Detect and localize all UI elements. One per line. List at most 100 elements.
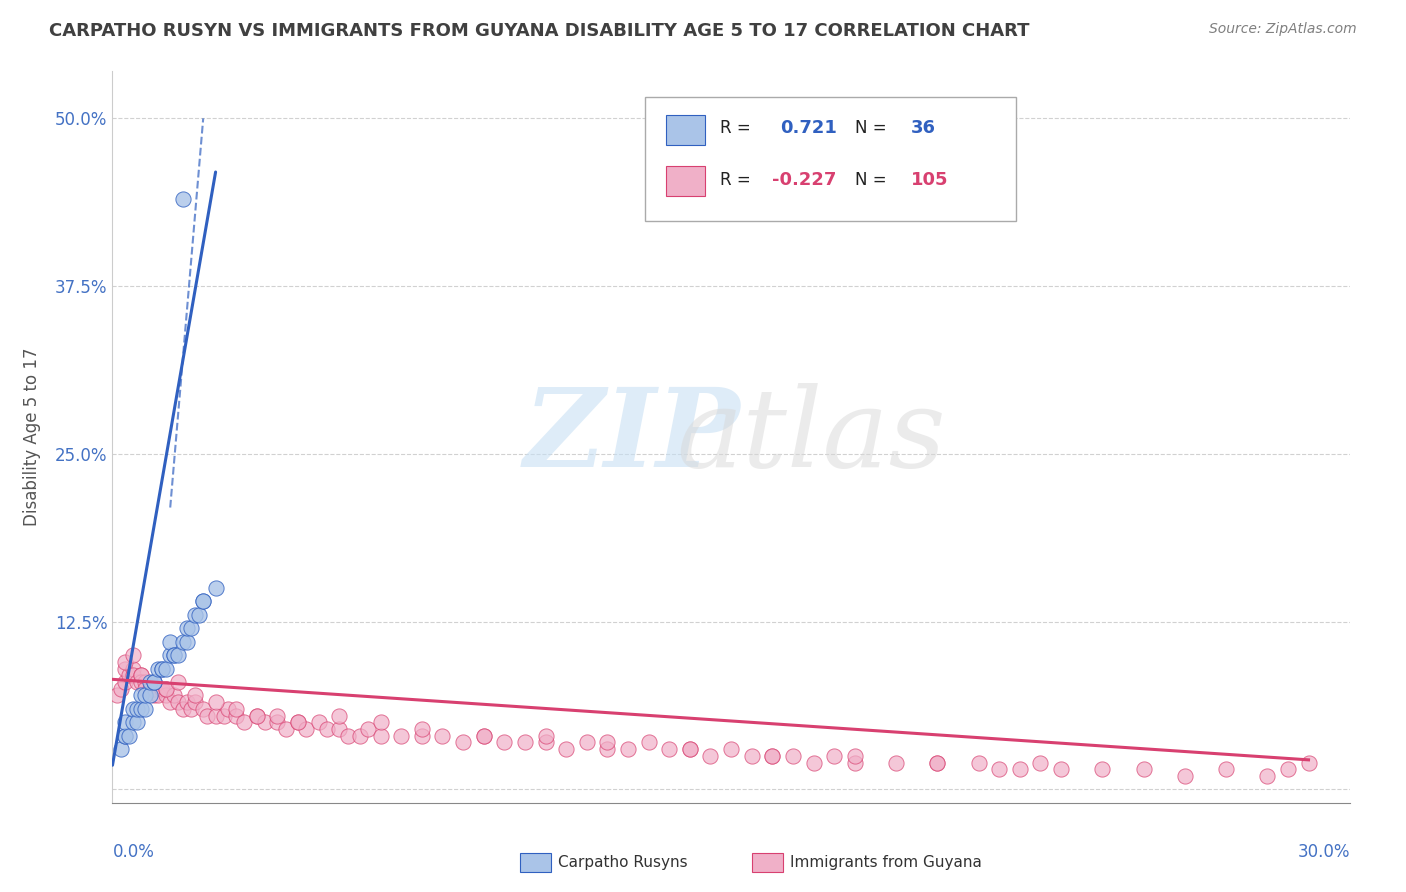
Point: [472, 729, 495, 743]
Point: [114, 655, 136, 669]
Point: [1215, 762, 1237, 776]
Point: [167, 695, 190, 709]
Point: [596, 735, 619, 749]
Point: [163, 689, 186, 703]
Point: [134, 689, 156, 703]
Point: [274, 722, 297, 736]
Point: [246, 708, 269, 723]
Point: [1298, 756, 1320, 770]
Point: [122, 648, 145, 662]
Point: [184, 607, 207, 622]
Point: [195, 708, 218, 723]
Point: [159, 648, 181, 662]
Point: [1008, 762, 1031, 776]
Point: [575, 735, 598, 749]
Point: [823, 748, 845, 763]
Point: [155, 689, 177, 703]
Point: [180, 702, 202, 716]
Point: [114, 729, 136, 743]
Point: [118, 668, 141, 682]
Point: [699, 748, 721, 763]
Point: [167, 675, 190, 690]
Text: N =: N =: [855, 170, 886, 188]
Point: [163, 648, 186, 662]
Point: [988, 762, 1011, 776]
Point: [411, 722, 433, 736]
Point: [184, 689, 207, 703]
Point: [180, 621, 202, 635]
Point: [287, 715, 309, 730]
Point: [146, 662, 169, 676]
Point: [131, 668, 153, 682]
Text: 36: 36: [911, 120, 935, 137]
Point: [142, 689, 165, 703]
Text: -0.227: -0.227: [772, 170, 837, 188]
Point: [472, 729, 495, 743]
Point: [114, 662, 136, 676]
Point: [720, 742, 742, 756]
Point: [1132, 762, 1154, 776]
Point: [328, 708, 350, 723]
Point: [142, 681, 165, 696]
Point: [741, 748, 763, 763]
Point: [159, 634, 181, 648]
Point: [266, 715, 288, 730]
Point: [127, 675, 149, 690]
Point: [370, 715, 392, 730]
Text: CARPATHO RUSYN VS IMMIGRANTS FROM GUYANA DISABILITY AGE 5 TO 17 CORRELATION CHAR: CARPATHO RUSYN VS IMMIGRANTS FROM GUYANA…: [49, 22, 1029, 40]
Point: [146, 689, 169, 703]
Point: [761, 748, 783, 763]
Point: [204, 581, 226, 595]
Point: [114, 729, 136, 743]
Point: [150, 662, 173, 676]
Point: [389, 729, 412, 743]
Point: [225, 708, 247, 723]
Point: [336, 729, 359, 743]
Point: [884, 756, 907, 770]
Point: [1029, 756, 1052, 770]
Point: [349, 729, 371, 743]
Text: ZIP: ZIP: [524, 384, 741, 491]
Point: [246, 708, 269, 723]
Point: [150, 662, 173, 676]
Point: [308, 715, 330, 730]
Point: [679, 742, 702, 756]
Text: atlas: atlas: [676, 384, 946, 491]
Point: [534, 735, 557, 749]
Point: [411, 729, 433, 743]
Point: [637, 735, 659, 749]
Bar: [665, 167, 706, 195]
Point: [1277, 762, 1299, 776]
Point: [142, 675, 165, 690]
Point: [172, 192, 194, 206]
Point: [617, 742, 640, 756]
Point: [844, 756, 866, 770]
Point: [596, 742, 619, 756]
Point: [172, 702, 194, 716]
Point: [114, 715, 136, 730]
Point: [176, 621, 198, 635]
Point: [127, 715, 149, 730]
Text: R =: R =: [720, 170, 751, 188]
Point: [1256, 769, 1278, 783]
Text: 0.721: 0.721: [780, 120, 838, 137]
Point: [287, 715, 309, 730]
Point: [138, 689, 160, 703]
Point: [138, 681, 160, 696]
Point: [233, 715, 256, 730]
Point: [176, 634, 198, 648]
Text: Source: ZipAtlas.com: Source: ZipAtlas.com: [1209, 22, 1357, 37]
Point: [803, 756, 825, 770]
Point: [534, 729, 557, 743]
Point: [159, 695, 181, 709]
Point: [494, 735, 516, 749]
Point: [110, 681, 132, 696]
Point: [761, 748, 783, 763]
Point: [105, 689, 128, 703]
Point: [114, 675, 136, 690]
Bar: [665, 115, 706, 145]
Point: [127, 702, 149, 716]
Point: [1174, 769, 1197, 783]
Point: [122, 668, 145, 682]
Point: [122, 702, 145, 716]
